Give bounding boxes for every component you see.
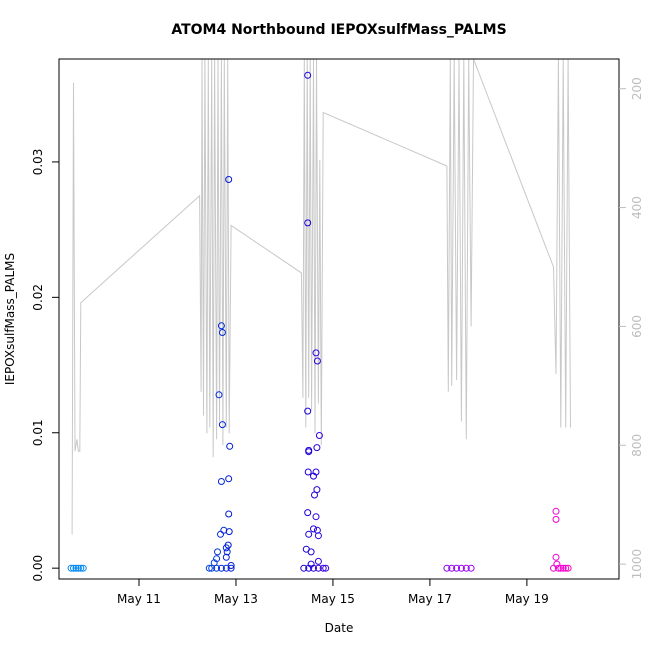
data-point	[217, 564, 225, 572]
x-tick-label: May 17	[408, 592, 452, 606]
y2-tick-label: 1000	[630, 549, 644, 580]
data-point	[67, 564, 75, 572]
data-point	[319, 564, 327, 572]
x-tick-label: May 19	[505, 592, 549, 606]
data-point	[314, 532, 322, 540]
x-tick-label: May 13	[214, 592, 258, 606]
y2-axis: 200 400 600 800 1000	[619, 77, 644, 579]
data-point	[227, 564, 235, 572]
data-point	[217, 322, 225, 330]
data-point	[304, 71, 312, 79]
data-point	[217, 530, 224, 538]
data-point	[467, 564, 475, 572]
data-point	[312, 468, 320, 476]
data-point	[453, 564, 461, 572]
data-point	[205, 564, 213, 572]
data-point	[552, 553, 560, 561]
data-point	[559, 564, 567, 572]
data-point	[550, 564, 557, 572]
data-point	[322, 564, 330, 572]
chart-title: ATOM4 Northbound IEPOXsulfMass_PALMS	[171, 22, 506, 38]
data-point	[443, 564, 451, 572]
data-point	[312, 513, 320, 521]
x-tick-label: May 15	[311, 592, 355, 606]
data-point	[305, 448, 313, 456]
data-point	[218, 329, 226, 336]
altitude-trace-line	[71, 59, 571, 535]
data-point	[300, 564, 308, 572]
y-axis: 0.00 0.01 0.02 0.03	[31, 149, 59, 582]
data-point	[552, 515, 560, 523]
data-point	[215, 391, 223, 399]
data-point	[225, 510, 233, 518]
data-point	[214, 548, 221, 556]
data-point	[72, 564, 80, 572]
data-point	[552, 507, 560, 515]
data-point	[224, 541, 232, 549]
y2-tick-label: 200	[630, 77, 644, 100]
data-point	[74, 564, 82, 572]
x-axis-label: Date	[325, 621, 354, 635]
data-point	[564, 564, 572, 572]
data-point	[553, 560, 561, 568]
data-point	[304, 219, 312, 227]
y-tick-label: 0.00	[31, 555, 45, 582]
y-tick-label: 0.02	[31, 284, 45, 311]
data-point	[218, 421, 226, 429]
data-point	[310, 525, 317, 533]
data-point	[315, 432, 323, 439]
y2-tick-label: 800	[630, 434, 644, 457]
data-point	[312, 349, 320, 357]
data-point	[304, 509, 312, 517]
data-point	[225, 176, 233, 183]
data-point	[222, 553, 230, 561]
x-axis: May 11 May 13 May 15 May 17 May 19	[117, 579, 549, 606]
data-point	[213, 555, 221, 563]
x-tick-label: May 11	[117, 592, 161, 606]
plot-frame	[58, 58, 620, 580]
data-point	[313, 444, 321, 452]
data-point	[314, 557, 322, 565]
data-point	[217, 478, 225, 485]
y2-tick-label: 600	[630, 315, 644, 338]
altitude-trace-layer	[71, 59, 571, 535]
data-point	[305, 530, 313, 538]
data-point	[313, 486, 321, 494]
data-point	[225, 528, 233, 536]
scatter-points-layer	[67, 71, 572, 572]
y-tick-label: 0.01	[31, 419, 45, 446]
data-point	[304, 407, 312, 415]
data-point	[77, 564, 85, 572]
data-point	[313, 357, 321, 365]
y-tick-label: 0.03	[31, 149, 45, 176]
data-point	[213, 564, 221, 572]
data-point	[226, 442, 234, 450]
data-point	[307, 548, 315, 556]
y2-tick-label: 400	[630, 196, 644, 219]
data-point	[462, 564, 470, 572]
data-point	[310, 564, 317, 572]
data-point	[304, 468, 312, 476]
data-point	[222, 564, 230, 572]
data-point	[70, 564, 77, 572]
data-point	[457, 564, 465, 572]
data-point	[225, 475, 233, 483]
data-point	[562, 564, 570, 572]
data-point	[314, 564, 322, 572]
data-point	[557, 564, 565, 572]
data-point	[79, 564, 87, 572]
y-axis-label: IEPOXsulfMass_PALMS	[3, 253, 17, 385]
data-point	[448, 564, 456, 572]
data-point	[554, 564, 562, 572]
data-point	[305, 564, 313, 572]
